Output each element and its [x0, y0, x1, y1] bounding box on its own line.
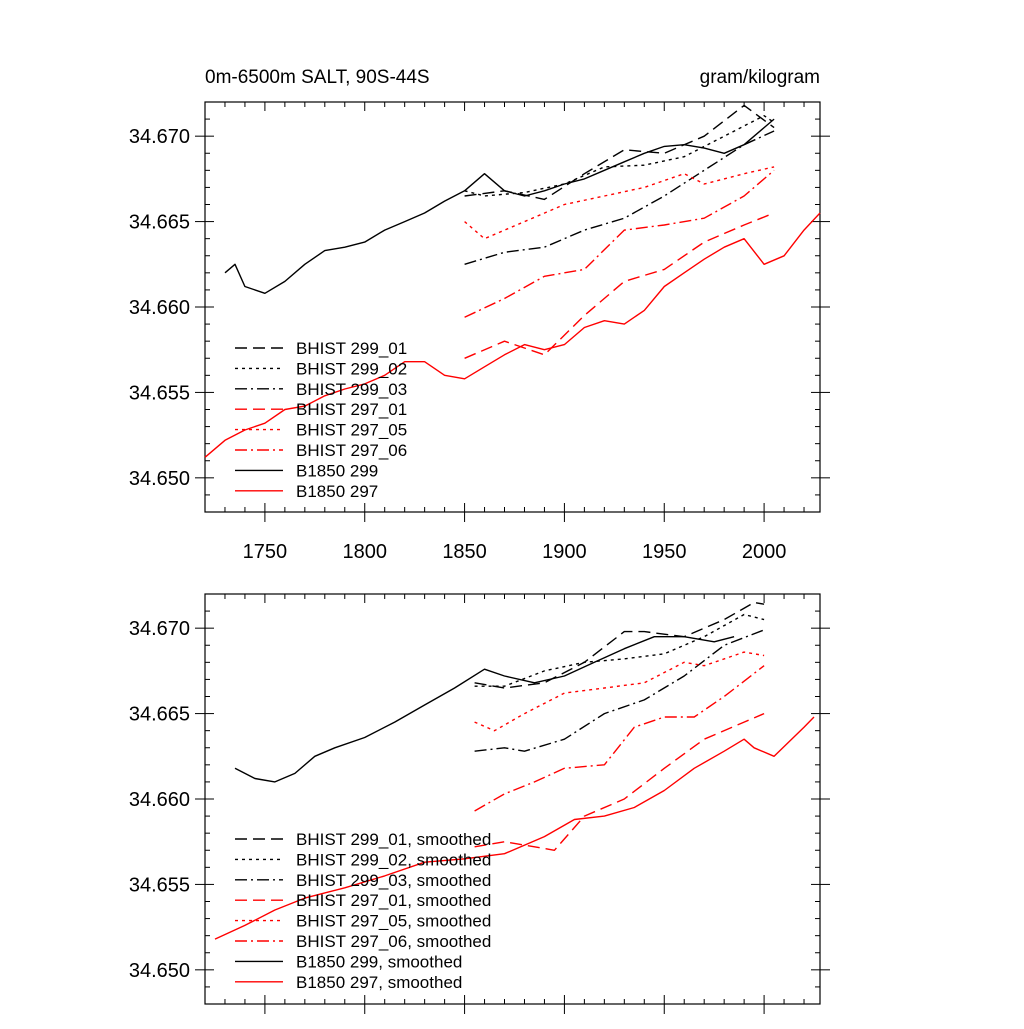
legend-label: B1850 297, smoothed: [296, 973, 462, 992]
y-tick-label: 34.670: [129, 126, 190, 148]
x-tick-label: 1950: [642, 541, 687, 563]
y-tick-label: 34.670: [129, 618, 190, 640]
series-line-bhist-297-06: [464, 169, 775, 318]
series-line-b1850-299-smoothed: [234, 636, 735, 783]
legend-label: BHIST 299_01: [296, 339, 407, 358]
legend-label: BHIST 299_01, smoothed: [296, 830, 491, 849]
chart-title: 0m-6500m SALT, 90S-44S: [205, 67, 430, 88]
x-tick-label: 2000: [742, 541, 787, 563]
series-line-bhist-299-01-smoothed: [474, 601, 765, 689]
legend-label: BHIST 299_03: [296, 380, 407, 399]
series-line-bhist-297-05-smoothed: [474, 651, 765, 732]
y-tick-label: 34.650: [129, 468, 190, 490]
x-tick-label: 1850: [442, 541, 487, 563]
units-label: gram/kilogram: [700, 67, 820, 88]
series-line-bhist-299-01: [464, 104, 775, 201]
legend-label: BHIST 297_05: [296, 421, 407, 440]
legend-label: BHIST 297_01: [296, 400, 407, 419]
series-line-b1850-297: [204, 212, 821, 458]
bottom-panel: 34.650 34.655 34.660 34.665 34.670 BHIST 299_…: [129, 593, 830, 1014]
legend-label: BHIST 299_03, smoothed: [296, 871, 491, 890]
series-line-b1850-297-smoothed: [214, 716, 815, 940]
series-line-bhist-297-06-smoothed: [474, 665, 765, 812]
series-line-bhist-299-02-smoothed: [474, 613, 765, 687]
series-line-b1850-299: [224, 118, 775, 294]
top-panel: 1750 1800 1850 1900 1950 2000 34.650 34.655 34.6…: [129, 67, 830, 563]
y-tick-label: 34.665: [129, 212, 190, 234]
y-tick-label: 34.660: [129, 297, 190, 319]
legend-label: B1850 299, smoothed: [296, 952, 462, 971]
legend-label: B1850 299: [296, 461, 378, 480]
legend-label: BHIST 297_05, smoothed: [296, 912, 491, 931]
legend-label: BHIST 297_06: [296, 441, 407, 460]
y-tick-label: 34.655: [129, 382, 190, 404]
x-tick-label: 1750: [243, 541, 288, 563]
legend-label: BHIST 299_02, smoothed: [296, 850, 491, 869]
series-line-bhist-299-03-smoothed: [474, 629, 765, 752]
legend-label: BHIST 299_02: [296, 359, 407, 378]
series-line-bhist-297-01-smoothed: [474, 712, 765, 851]
x-tick-label: 1800: [342, 541, 387, 563]
series-line-bhist-299-03: [464, 130, 775, 265]
y-tick-label: 34.655: [129, 874, 190, 896]
y-tick-label: 34.650: [129, 960, 190, 982]
x-tick-label: 1900: [542, 541, 587, 563]
series-line-bhist-297-05: [464, 166, 775, 240]
y-tick-label: 34.660: [129, 789, 190, 811]
legend-label: BHIST 297_06, smoothed: [296, 932, 491, 951]
series-line-bhist-297-01: [464, 212, 775, 359]
y-tick-label: 34.665: [129, 704, 190, 726]
legend-label: BHIST 297_01, smoothed: [296, 891, 491, 910]
legend-label: B1850 297: [296, 482, 378, 501]
